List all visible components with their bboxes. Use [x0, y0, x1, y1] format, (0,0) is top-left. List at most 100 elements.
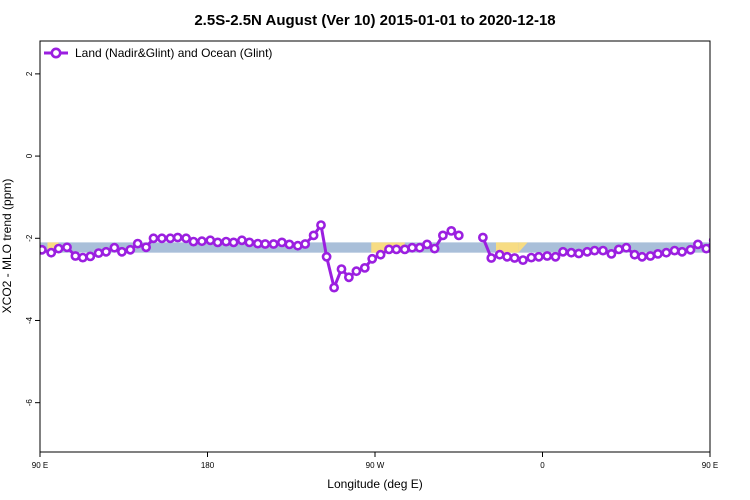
- data-point: [502, 251, 512, 262]
- data-point: [422, 239, 432, 250]
- data-point: [316, 220, 326, 230]
- x-tick-label: 90 E: [32, 461, 48, 470]
- data-point: [117, 246, 127, 257]
- y-tick-label: -2: [25, 234, 34, 242]
- data-point: [653, 248, 663, 259]
- data-point: [260, 239, 271, 249]
- data-point: [437, 230, 448, 241]
- data-point: [477, 232, 488, 243]
- data-point: [367, 253, 378, 264]
- data-point: [93, 248, 104, 258]
- plot-frame: [39, 40, 711, 453]
- chart-title: 2.5S-2.5N August (Ver 10) 2015-01-01 to …: [194, 12, 555, 29]
- series-layer: [40, 220, 741, 293]
- data-point: [268, 239, 279, 249]
- data-point: [196, 236, 207, 247]
- data-point: [533, 251, 544, 262]
- data-point: [351, 266, 362, 277]
- data-point: [329, 282, 339, 293]
- data-point: [526, 252, 537, 263]
- data-point: [228, 237, 239, 248]
- data-point: [637, 251, 647, 262]
- x-tick-label: 90 E: [702, 461, 718, 470]
- data-point: [726, 236, 733, 243]
- data-point: [292, 240, 303, 251]
- data-point: [343, 272, 354, 283]
- data-point: [542, 251, 553, 261]
- data-point: [613, 244, 624, 255]
- data-point: [453, 230, 464, 241]
- data-point: [221, 236, 231, 247]
- legend: Land (Nadir&Glint) and Ocean (Glint): [44, 46, 272, 60]
- data-point: [375, 249, 386, 260]
- data-point: [734, 236, 741, 243]
- data-point: [132, 238, 143, 249]
- data-point: [589, 245, 600, 256]
- land-band-segment: [495, 242, 519, 253]
- data-point: [321, 251, 332, 262]
- data-point: [62, 242, 72, 253]
- data-point: [486, 253, 497, 263]
- data-point: [669, 245, 680, 256]
- y-tick-label: -6: [25, 399, 34, 407]
- data-point: [509, 253, 520, 263]
- data-point: [399, 244, 410, 255]
- data-point: [336, 264, 347, 274]
- data-point: [212, 237, 223, 248]
- data-point: [85, 251, 96, 262]
- x-axis-label: Longitude (deg E): [327, 477, 422, 491]
- land-band-segment: [47, 242, 59, 253]
- data-point: [181, 233, 191, 244]
- x-tick-label: 0: [540, 461, 545, 470]
- data-point: [141, 242, 151, 253]
- data-point: [236, 235, 247, 246]
- data-point: [40, 244, 47, 255]
- data-point: [708, 237, 710, 244]
- data-point: [414, 242, 425, 253]
- data-point: [566, 247, 577, 258]
- data-point: [407, 242, 418, 253]
- data-point: [629, 249, 640, 260]
- y-tick-label: -4: [25, 316, 34, 324]
- data-point: [125, 244, 136, 255]
- data-point: [53, 243, 64, 254]
- data-point: [606, 248, 617, 259]
- y-axis-label: XCO2 - MLO trend (ppm): [0, 179, 14, 314]
- data-point: [550, 251, 561, 262]
- data-point: [244, 237, 255, 248]
- data-point: [719, 237, 726, 244]
- data-point: [188, 236, 199, 247]
- data-point: [156, 233, 167, 244]
- legend-swatch-marker: [50, 47, 62, 59]
- data-point: [308, 230, 319, 241]
- data-point: [645, 251, 656, 261]
- land-band-transition: [518, 242, 528, 253]
- data-point: [693, 239, 703, 250]
- data-point: [70, 251, 81, 261]
- data-point: [165, 233, 176, 244]
- data-point: [558, 246, 568, 257]
- y-tick-label: 2: [25, 71, 34, 76]
- data-point: [77, 252, 88, 263]
- data-point: [276, 237, 287, 248]
- data-point: [391, 244, 402, 255]
- data-point: [582, 246, 593, 257]
- data-point: [359, 262, 370, 273]
- data-point: [621, 242, 632, 253]
- data-point: [518, 255, 528, 265]
- data-point: [109, 242, 120, 253]
- data-point: [598, 245, 608, 256]
- data-point: [172, 232, 183, 243]
- data-point: [284, 239, 295, 250]
- data-point: [148, 233, 159, 244]
- data-point: [677, 246, 687, 257]
- y-tick-label: 0: [25, 153, 34, 158]
- data-point: [101, 246, 111, 257]
- legend-label: Land (Nadir&Glint) and Ocean (Glint): [75, 46, 272, 60]
- data-point: [701, 243, 710, 254]
- data-point: [300, 239, 311, 249]
- axes: 90 E 180 90 W 0 90 E 2 0 -2 -4 -6: [25, 71, 718, 470]
- data-point: [573, 248, 584, 259]
- data-point: [429, 243, 440, 254]
